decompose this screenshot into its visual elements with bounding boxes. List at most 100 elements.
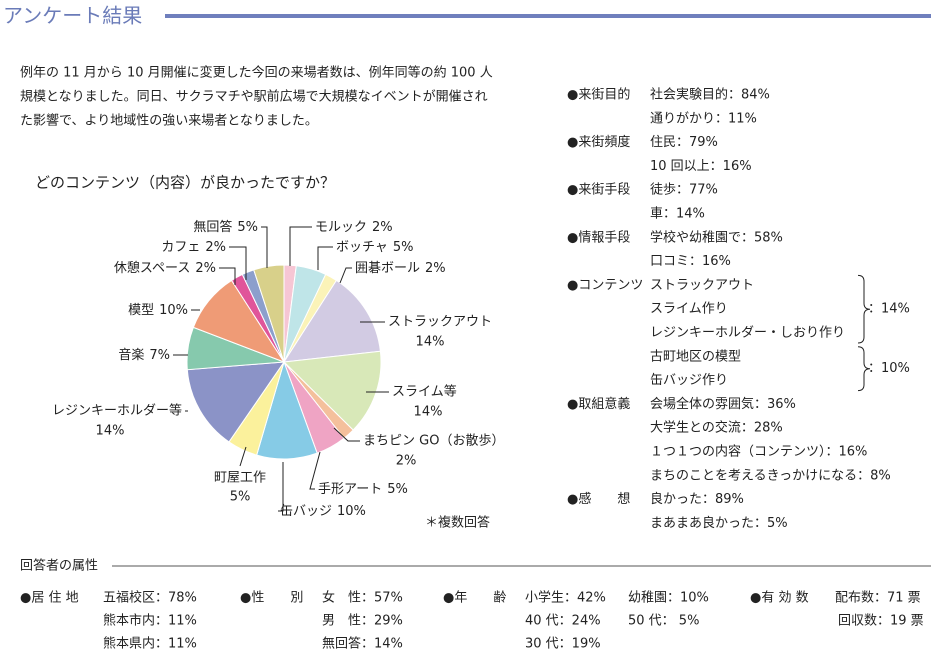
brace: [857, 346, 871, 392]
attribute-item: 女 性：57%: [322, 590, 403, 606]
slice-value-label: 5%: [393, 240, 414, 255]
result-item: 車：14%: [650, 207, 705, 222]
attribute-item: 男 性：29%: [322, 614, 403, 629]
slice-name: 缶バッジ: [280, 504, 332, 519]
result-item: 10 回以上：16%: [650, 159, 752, 174]
slice-value-label: 5%: [237, 220, 258, 235]
attribute-heading: ●性 別: [240, 591, 303, 606]
attribute-item: 幼稚園：10%: [628, 591, 709, 606]
slice-label: 缶バッジ 10%: [280, 504, 366, 519]
leader-line: [229, 246, 247, 280]
slice-label: 無回答 5%: [193, 219, 258, 235]
leader-line: [219, 267, 236, 285]
leader-line: [239, 446, 247, 467]
slice-name: 模型: [128, 303, 154, 318]
attribute-item: 熊本県内：11%: [103, 636, 197, 652]
slice-value-label: 2%: [372, 220, 393, 235]
result-item: 社会実験目的：84%: [650, 87, 770, 103]
slice-value-label: 14%: [414, 405, 443, 420]
attribute-item: 熊本市内：11%: [103, 613, 197, 629]
result-item: １つ１つの内容（コンテンツ）：16%: [650, 444, 867, 460]
slice-name: 囲碁ボール: [355, 261, 420, 276]
slice-value-label: 14%: [96, 424, 125, 439]
leader-line: [317, 246, 333, 270]
attribute-item: 回収数：19 票: [838, 614, 924, 629]
pie-slice: [282, 350, 382, 431]
attribute-heading: ●居 住 地: [20, 591, 79, 606]
leader-line: [278, 462, 284, 512]
slice-value-label: 2%: [425, 261, 446, 276]
slice-value-label: 10%: [337, 504, 366, 519]
result-item: 缶バッジ作り: [650, 373, 728, 388]
slice-label: カフェ 2%: [161, 240, 226, 255]
result-heading: ●感 想: [567, 491, 630, 507]
slice-value-label: 7%: [149, 348, 170, 363]
slice-label: 模型 10%: [128, 303, 188, 318]
attribute-item: 無回答：14%: [322, 636, 403, 652]
slice-value-label: 5%: [387, 482, 408, 497]
attribute-heading: ●有 効 数: [750, 591, 809, 606]
result-item: レジンキーホルダー・しおり作り: [650, 326, 845, 341]
slice-label: まちピン GO（お散歩）: [363, 434, 504, 449]
page-title: アンケート結果: [3, 4, 142, 28]
result-heading: ●情報手段: [567, 230, 630, 245]
result-heading: ●取組意義: [567, 396, 630, 412]
result-item: ストラックアウト: [650, 278, 754, 293]
slice-name: 手形アート: [318, 482, 382, 497]
slice-label: 町屋工作: [214, 471, 266, 486]
result-heading: ●来街目的: [567, 87, 630, 103]
leader-line: [309, 451, 321, 490]
slice-label: 休憩スペース 2%: [114, 260, 216, 276]
result-item: スライム作り: [650, 302, 728, 317]
attribute-item: 小学生：42%: [525, 590, 606, 606]
slice-value-label: 14%: [416, 335, 445, 350]
attribute-item: 30 代：19%: [525, 637, 601, 652]
pie-slice: [186, 361, 286, 443]
slice-value-label: 2%: [205, 240, 226, 255]
brace: [857, 274, 871, 344]
result-item: 徒歩：77%: [650, 183, 718, 198]
group-share: ：10%: [868, 361, 910, 376]
intro-line: 規模となりました。同日、サクラマチや駅前広場で大規模なイベントが開催され: [20, 89, 488, 105]
chart-title: どのコンテンツ（内容）が良かったですか？: [35, 174, 335, 192]
slice-name: ボッチャ: [336, 240, 388, 255]
result-item: 通りがかり：11%: [650, 111, 757, 126]
leader-line: [261, 226, 268, 268]
slice-label: ストラックアウト: [388, 315, 492, 330]
attribute-heading: ●年 齢: [443, 591, 506, 606]
result-item: 会場全体の雰囲気：36%: [650, 396, 796, 412]
result-item: 学校や幼稚園で：58%: [650, 229, 783, 245]
attribute-item: 五福校区：78%: [103, 590, 197, 606]
result-heading: ●来街頻度: [567, 134, 630, 150]
slice-label: ボッチャ 5%: [336, 240, 414, 255]
result-item: まちのことを考えるきっかけになる：8%: [650, 468, 891, 483]
result-item: 大学生との交流：28%: [650, 420, 783, 436]
slice-value-label: 10%: [159, 303, 188, 318]
slice-name: 無回答: [193, 219, 232, 235]
slice-label: モルック 2%: [315, 220, 393, 235]
slice-label: 囲碁ボール 2%: [355, 261, 446, 276]
section-title: 回答者の属性: [20, 558, 98, 574]
slice-label: スライム等: [392, 384, 457, 400]
slice-name: カフェ: [161, 240, 200, 255]
result-heading: ●コンテンツ: [567, 278, 643, 293]
result-item: 古町地区の模型: [650, 349, 741, 364]
attribute-item: 50 代： 5%: [628, 614, 699, 629]
slice-name: モルック: [315, 220, 367, 235]
slice-label: レジンキーホルダー等: [52, 403, 182, 419]
group-share: ：14%: [868, 302, 910, 317]
result-item: 口コミ：16%: [650, 254, 731, 269]
attribute-item: 配布数：71 票: [835, 591, 921, 606]
pie-slice: [253, 264, 285, 363]
leader-line: [289, 226, 312, 266]
result-heading: ●来街手段: [567, 183, 630, 198]
slice-value-label: 2%: [195, 261, 216, 276]
slice-value-label: 5%: [230, 490, 251, 505]
intro-line: た影響で、より地域性の強い来場者となりました。: [20, 113, 318, 129]
result-item: 良かった：89%: [650, 491, 744, 507]
leader-line: [339, 267, 352, 284]
intro-line: 例年の 11 月から 10 月開催に変更した今回の来場者数は、例年同等の約 10…: [20, 65, 493, 81]
result-item: 住民：79%: [650, 135, 718, 150]
slice-label: 音楽 7%: [118, 347, 170, 363]
result-item: まあまあ良かった：5%: [650, 515, 788, 531]
